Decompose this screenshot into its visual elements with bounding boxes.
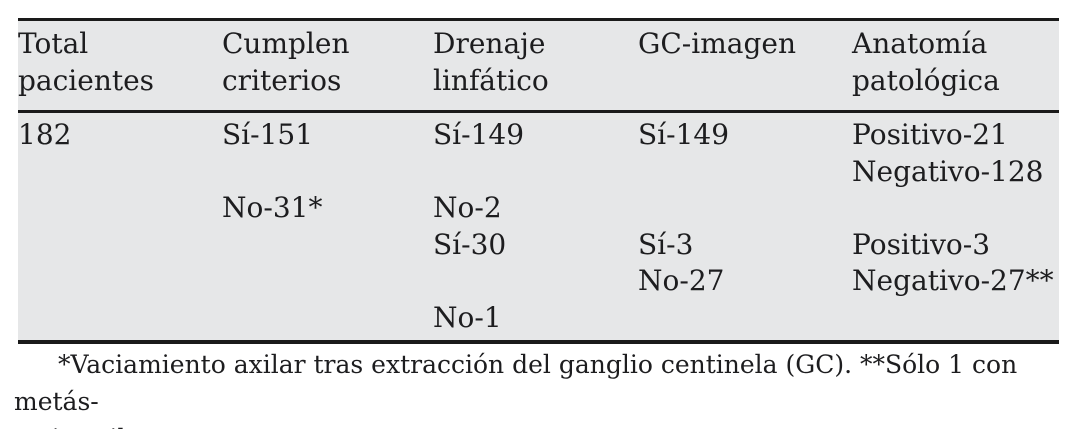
table-cell: Sí-3: [638, 227, 694, 261]
table-cell: [852, 190, 1059, 227]
table-header-rule: [18, 110, 1059, 113]
table-footnote: *Vaciamiento axilar tras extracción del …: [14, 346, 1068, 429]
table-cell: Sí-149: [433, 118, 525, 151]
table-cell: [222, 154, 433, 191]
footnote-line: *Vaciamiento axilar tras extracción del …: [14, 350, 1018, 416]
table-cell: Negativo-27**: [852, 264, 1054, 297]
table-cell: Sí-30: [433, 227, 507, 261]
table-cell: Positivo-3: [852, 227, 991, 261]
table-body: 182 Sí-151 Sí-149 Sí-149 Positivo-21 Neg…: [18, 113, 1059, 340]
table-cell: No-2: [433, 191, 502, 224]
footnote-line: tasis axilares.: [14, 420, 1068, 429]
col-header-total-pacientes: Total pacientes: [18, 27, 155, 97]
col-header-drenaje-linfatico: Drenaje linfático: [433, 27, 549, 97]
col-header-anatomia-patologica: Anatomía patológica: [852, 27, 1000, 97]
table-cell: [18, 227, 222, 264]
table-cell: No-31*: [222, 191, 323, 224]
table-cell: [18, 263, 222, 300]
table-cell: Negativo-128: [852, 154, 1044, 188]
table-cell: [638, 190, 852, 227]
table-cell: [433, 154, 638, 191]
table-cell: [18, 154, 222, 191]
table-cell: [222, 227, 433, 264]
table-cell: [433, 263, 638, 300]
table-cell: 182: [18, 118, 72, 151]
table-cell: Sí-151: [222, 118, 314, 151]
table-cell: [638, 300, 852, 337]
table-cell: Sí-149: [638, 118, 730, 151]
table-cell: [18, 190, 222, 227]
col-header-cumplen-criterios: Cumplen criterios: [222, 27, 350, 97]
table-cell: No-1: [433, 300, 502, 334]
table-cell: [638, 154, 852, 191]
table-bottom-rule: [18, 340, 1059, 344]
table-cell: [18, 300, 222, 337]
table-top-rule: [18, 18, 1059, 21]
table-cell: No-27: [638, 264, 725, 297]
col-header-gc-imagen: GC-imagen: [638, 27, 796, 60]
table-cell: [222, 263, 433, 300]
patients-summary-table: Total pacientes Cumplen criterios Drenaj…: [18, 18, 1059, 344]
table-cell: [222, 300, 433, 337]
table-header-row: Total pacientes Cumplen criterios Drenaj…: [18, 21, 1059, 110]
table-cell: [852, 300, 1059, 337]
table-cell: Positivo-21: [852, 118, 1008, 151]
